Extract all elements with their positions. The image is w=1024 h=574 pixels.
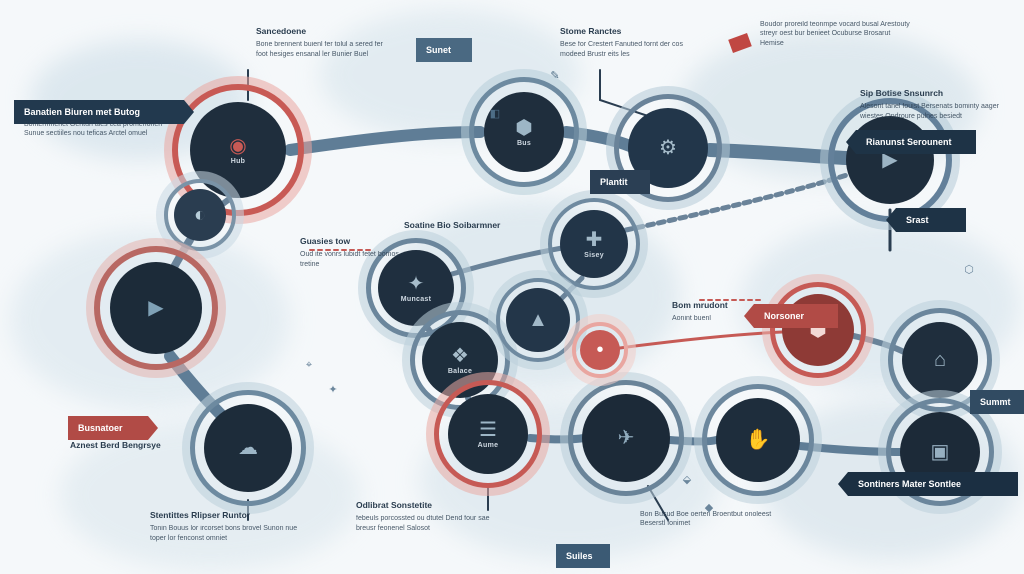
- decorative-icon: ⬡: [960, 260, 978, 278]
- node-core: ▶: [110, 262, 202, 354]
- node-icon: ▲: [528, 310, 548, 330]
- text-block: Boudor proreild teonmpe vocard busal Are…: [760, 20, 910, 48]
- node-n11: ☰ Aume: [434, 380, 542, 488]
- text-block-body: Alesont tanel fouist Bersenats bominty a…: [860, 102, 1010, 121]
- node-icon: ✋: [746, 430, 771, 450]
- node-icon: ▶: [148, 298, 163, 318]
- tag-label: Sontiners Mater Sontlee: [848, 472, 1018, 496]
- node-n6: ▶: [94, 246, 218, 370]
- decorative-icon: ⬙: [678, 470, 696, 488]
- decorative-icon: ✎: [546, 66, 564, 84]
- text-block: Sip Botise Snsunrch Alesont tanel fouist …: [860, 88, 1010, 121]
- text-block: Stentittes Rlipser Runtor Tonin Bouus lor…: [150, 510, 310, 543]
- decorative-icon: ◧: [486, 104, 504, 122]
- node-label: Muncast: [401, 296, 432, 303]
- tag-label: Summt: [970, 390, 1024, 414]
- node-icon: ⚙: [659, 138, 677, 158]
- text-block-body: Bone brennent buienl fer tolul a sered f…: [256, 40, 392, 59]
- node-n12: ✈: [568, 380, 684, 496]
- node-label: Balace: [448, 368, 472, 375]
- text-block-body: febeuls porcossted ou dtutel Dend four s…: [356, 514, 506, 533]
- node-core: ✋: [716, 398, 800, 482]
- decorative-icon: ◆: [700, 498, 718, 516]
- tag-label: Sunet: [416, 38, 472, 62]
- node-n18: •: [572, 322, 628, 378]
- text-block: Sancedoene Bone brennent buienl fer tolul…: [256, 26, 392, 59]
- node-label: Bus: [517, 140, 531, 147]
- tag-label: Srast: [896, 208, 966, 232]
- node-core: ☁: [204, 404, 292, 492]
- text-block: Soatine Bio Soibarmner: [404, 220, 554, 234]
- text-block-title: Sip Botise Snsunrch: [860, 88, 1010, 99]
- text-block-title: Stentittes Rlipser Runtor: [150, 510, 310, 521]
- node-n2: ⬢ Bus: [469, 77, 579, 187]
- text-block: Aznest Berd Bengrsye: [70, 440, 210, 454]
- text-block-title: Soatine Bio Soibarmner: [404, 220, 554, 231]
- node-label: Sisey: [584, 252, 604, 259]
- text-block-title: Bom mrudont: [672, 300, 782, 311]
- text-block: Bontermnenet Gentun ales cea promenonen …: [24, 120, 184, 139]
- text-block-body: Aonint buenl: [672, 314, 782, 323]
- infographic-canvas: ◉Hub⬢Bus⚙▶◐▶✦Muncast✚Sisey❖Balace▲☰Aume✈…: [0, 0, 1024, 574]
- node-icon: ◐: [194, 205, 206, 225]
- text-block-title: Sancedoene: [256, 26, 392, 37]
- node-icon: •: [596, 340, 603, 360]
- text-block: Odlibrat Sonstetite febeuls porcossted ou…: [356, 500, 506, 533]
- node-core: ⌂: [902, 322, 978, 398]
- text-block-body: Bese for Crestert Fanutied fornt der cos…: [560, 40, 690, 59]
- node-label: Hub: [231, 158, 246, 165]
- node-icon: ⬢: [515, 118, 532, 138]
- node-icon: ☁: [238, 438, 258, 458]
- text-block-body: Tonin Bouus lor ircorset bons brovel Sun…: [150, 524, 310, 543]
- node-icon: ⌂: [934, 350, 946, 370]
- node-core: •: [580, 330, 620, 370]
- node-icon: ☰: [479, 420, 497, 440]
- node-icon: ✦: [408, 274, 425, 294]
- text-block-title: Aznest Berd Bengrsye: [70, 440, 210, 451]
- node-icon: ▣: [931, 442, 950, 462]
- node-core: ▲: [506, 288, 570, 352]
- decorative-icon: ✦: [324, 380, 342, 398]
- node-core: ☰ Aume: [448, 394, 528, 474]
- node-label: Aume: [478, 442, 499, 449]
- text-block: Guasies tow Oud ite vonrs lubidt fetet bo…: [300, 236, 420, 269]
- node-core: ◐: [174, 189, 226, 241]
- decorative-icon: ⌖: [300, 356, 318, 374]
- tag-label: Suiles: [556, 544, 610, 568]
- tag-label: Busnatoer: [68, 416, 148, 440]
- node-n14: ⬢: [770, 282, 866, 378]
- text-block-body: Bontermnenet Gentun ales cea promenonen …: [24, 120, 184, 139]
- tag-label: Rianunst Serounent: [856, 130, 976, 154]
- text-block-title: Guasies tow: [300, 236, 420, 247]
- text-block-title: Stome Ranctes: [560, 26, 690, 37]
- node-icon: ❖: [451, 346, 469, 366]
- text-block-title: Odlibrat Sonstetite: [356, 500, 506, 511]
- text-block-body: Boudor proreild teonmpe vocard busal Are…: [760, 20, 910, 48]
- node-icon: ✚: [586, 230, 603, 250]
- node-icon: ◉: [229, 136, 246, 156]
- node-core: ✚ Sisey: [560, 210, 628, 278]
- node-n13: ✋: [702, 384, 814, 496]
- text-block: Bom mrudont Aonint buenl: [672, 300, 782, 324]
- text-block-body: Oud ite vonrs lubidt fetet bomos tretine: [300, 250, 420, 269]
- node-icon: ✈: [618, 428, 635, 448]
- node-core: ✈: [582, 394, 670, 482]
- text-block: Stome Ranctes Bese for Crestert Fanutied …: [560, 26, 690, 59]
- tag-label: Plantit: [590, 170, 650, 194]
